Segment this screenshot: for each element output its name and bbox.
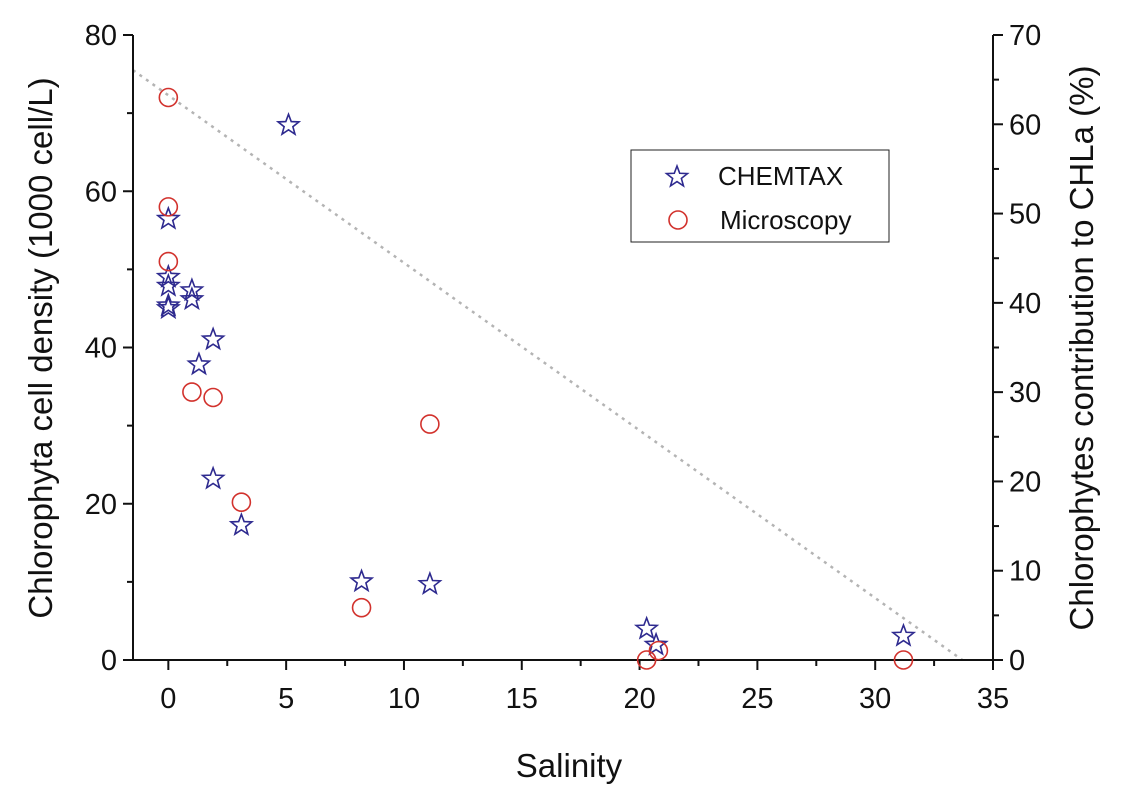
legend-circle-marker	[668, 210, 688, 230]
legend-box	[630, 149, 890, 243]
chemtax-point	[186, 351, 212, 376]
chemtax-point	[633, 615, 660, 640]
x-tick-label: 30	[859, 683, 891, 715]
x-tick-label: 15	[506, 683, 538, 715]
points-layer	[155, 87, 917, 670]
x-tick-label: 5	[278, 683, 294, 715]
x-tick-label: 10	[388, 683, 420, 715]
microscopy-point	[231, 492, 252, 512]
legend: CHEMTAX Microscopy	[630, 149, 890, 243]
chemtax-point	[155, 295, 181, 320]
chemtax-point	[228, 511, 255, 537]
microscopy-point	[158, 251, 179, 272]
y-axis-title: Chlorophyta cell density (1000 cell/L)	[22, 77, 59, 618]
microscopy-point	[420, 414, 440, 434]
y-tick-label: 80	[85, 20, 117, 52]
microscopy-point	[158, 197, 179, 217]
y-tick-label: 60	[85, 176, 117, 208]
trend-layer	[132, 69, 964, 662]
trend-line	[132, 69, 964, 662]
microscopy-point	[351, 597, 372, 618]
y2-tick-label: 50	[1009, 199, 1041, 231]
chemtax-point	[200, 326, 226, 351]
chemtax-point	[417, 570, 443, 595]
microscopy-point	[893, 650, 914, 670]
y-tick-label: 20	[85, 489, 117, 521]
chemtax-point	[155, 272, 181, 297]
y2-tick-label: 10	[1009, 556, 1041, 588]
y2-tick-label: 30	[1009, 377, 1041, 409]
y2-tick-label: 20	[1009, 466, 1041, 498]
chemtax-point	[348, 568, 375, 593]
y2-tick-label: 0	[1009, 645, 1025, 677]
y2-axis-title: Chlorophytes contribution to CHLa (%)	[1063, 66, 1100, 631]
y-tick-label: 0	[101, 645, 117, 677]
chemtax-point	[890, 622, 917, 647]
y2-tick-label: 40	[1009, 288, 1041, 320]
legend-label-chemtax: CHEMTAX	[718, 161, 843, 191]
y-tick-label: 40	[85, 333, 117, 365]
y2-tick-label: 70	[1009, 20, 1041, 52]
chemtax-point	[155, 205, 181, 230]
chemtax-point	[275, 111, 302, 137]
legend-star-marker	[664, 163, 690, 188]
legend-label-microscopy: Microscopy	[720, 205, 851, 235]
x-tick-label: 35	[977, 683, 1009, 715]
x-tick-label: 0	[160, 683, 176, 715]
y2-tick-label: 60	[1009, 109, 1041, 141]
microscopy-point	[182, 382, 202, 402]
microscopy-point	[203, 387, 223, 408]
x-tick-label: 20	[623, 683, 655, 715]
chemtax-point	[155, 292, 181, 317]
chemtax-point	[179, 286, 205, 311]
microscopy-point	[648, 640, 669, 661]
chemtax-point	[200, 465, 226, 490]
chemtax-point	[155, 263, 181, 288]
chemtax-point	[643, 631, 669, 656]
chemtax-point	[179, 277, 205, 302]
x-tick-label: 25	[741, 683, 773, 715]
microscopy-point	[158, 87, 179, 108]
x-axis-title: Salinity	[516, 747, 623, 784]
